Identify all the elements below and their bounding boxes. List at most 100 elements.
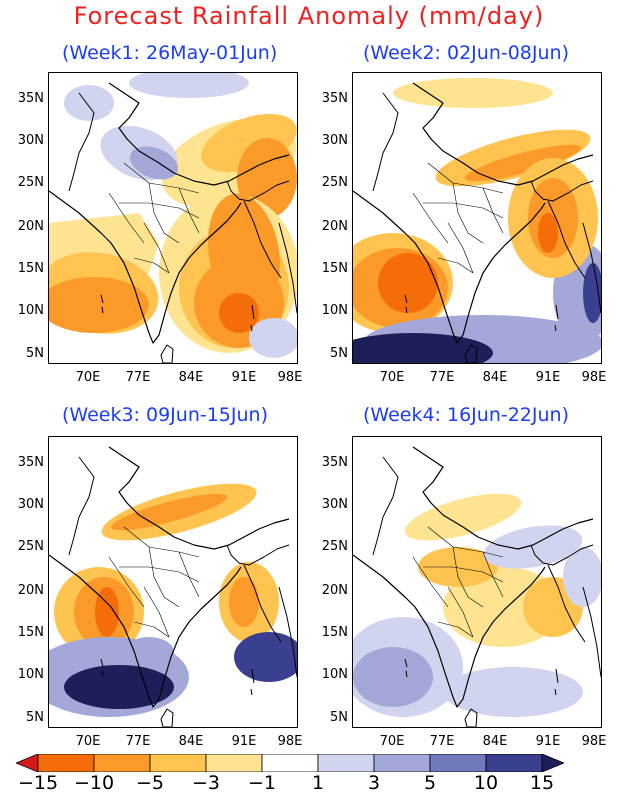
anomaly-region <box>538 213 558 253</box>
lon-label: 91E <box>535 370 561 385</box>
lat-label: 30N <box>17 133 44 148</box>
colorbar-label: −10 <box>74 772 115 794</box>
colorbar-label: −1 <box>247 772 276 794</box>
anomaly-region <box>353 333 493 363</box>
sri-lanka-outline <box>464 344 478 363</box>
lon-label: 70E <box>75 734 101 749</box>
colorbar-segment <box>485 754 543 772</box>
state-boundary <box>133 621 170 638</box>
colorbar-label: −15 <box>18 772 59 794</box>
colorbar-label: 5 <box>423 772 437 794</box>
map-svg <box>49 437 297 727</box>
lat-label: 25N <box>321 539 348 554</box>
lat-label: 5N <box>330 710 348 725</box>
panel-title-week1: (Week1: 26May-01Jun) <box>62 42 278 64</box>
state-boundary <box>437 621 474 638</box>
coastline <box>49 190 242 344</box>
anomaly-region <box>378 253 438 313</box>
colorbar-label: 1 <box>311 772 325 794</box>
lon-label: 77E <box>429 370 455 385</box>
map-svg <box>353 73 601 363</box>
border-line <box>412 446 594 550</box>
lat-label: 20N <box>321 219 348 234</box>
lat-label: 25N <box>17 175 44 190</box>
lat-label: 10N <box>17 303 44 318</box>
colorbar-segment <box>429 754 487 772</box>
map-panel-week1 <box>48 72 298 364</box>
border-line <box>68 456 95 556</box>
island-outline <box>554 668 559 696</box>
state-boundary <box>123 526 200 558</box>
anomaly-region <box>404 493 522 541</box>
state-boundary <box>143 222 170 274</box>
anomaly-region <box>124 637 174 667</box>
anomaly-region <box>219 293 259 333</box>
state-boundary <box>482 187 504 234</box>
lat-label: 25N <box>321 175 348 190</box>
border-line <box>226 544 290 643</box>
colorbar-segment <box>541 754 564 772</box>
lat-label: 5N <box>330 346 348 361</box>
anomaly-region <box>64 85 114 121</box>
lon-label: 84E <box>482 370 508 385</box>
colorbar-segment <box>317 754 375 772</box>
colorbar-label: 3 <box>367 772 381 794</box>
lat-label: 10N <box>321 667 348 682</box>
anomaly-region <box>64 665 174 709</box>
border-line <box>108 446 290 550</box>
island-outline <box>404 658 408 678</box>
colorbar-label: 10 <box>473 772 499 794</box>
state-boundary <box>133 257 170 274</box>
colorbar-label: −5 <box>135 772 164 794</box>
coastline <box>49 554 242 708</box>
border-line <box>108 82 290 186</box>
border-line <box>226 180 290 279</box>
lon-label: 84E <box>178 734 204 749</box>
anomaly-region <box>110 493 228 531</box>
anomaly-region <box>464 144 582 182</box>
border-line <box>278 222 297 314</box>
border-line <box>372 456 399 556</box>
lat-label: 15N <box>17 261 44 276</box>
anomaly-region <box>443 667 583 717</box>
lon-label: 77E <box>429 734 455 749</box>
colorbar-segment <box>149 754 207 772</box>
anomaly-region <box>207 193 281 313</box>
lat-label: 10N <box>321 303 348 318</box>
state-boundary <box>148 546 180 608</box>
anomaly-region <box>483 525 583 569</box>
anomaly-region <box>95 587 119 637</box>
lat-label: 15N <box>321 261 348 276</box>
lon-label: 98E <box>581 370 607 385</box>
state-boundary <box>447 222 474 274</box>
colorbar-label: −3 <box>191 772 220 794</box>
lat-label: 15N <box>321 625 348 640</box>
anomaly-region <box>49 277 149 333</box>
map-panel-week3 <box>48 436 298 728</box>
island-outline <box>100 294 104 314</box>
anomaly-region <box>563 547 601 607</box>
lon-label: 84E <box>178 370 204 385</box>
anomaly-region <box>393 78 553 108</box>
state-boundary <box>447 586 474 638</box>
border-line <box>412 82 594 186</box>
sri-lanka-outline <box>464 708 478 727</box>
colorbar-segment <box>261 754 319 772</box>
border-line <box>582 586 601 678</box>
lat-label: 30N <box>321 133 348 148</box>
lat-label: 35N <box>17 455 44 470</box>
lon-label: 77E <box>125 370 151 385</box>
state-boundary <box>108 556 145 608</box>
lat-label: 25N <box>17 539 44 554</box>
lat-label: 35N <box>321 455 348 470</box>
anomaly-region <box>353 647 433 707</box>
anomaly-region <box>129 146 179 180</box>
colorbar-segment <box>93 754 151 772</box>
anomaly-region <box>229 577 259 627</box>
colorbar-segment <box>37 754 95 772</box>
lat-label: 30N <box>321 497 348 512</box>
lat-label: 30N <box>17 497 44 512</box>
colorbar-segment <box>205 754 263 772</box>
panel-title-week4: (Week4: 16Jun-22Jun) <box>363 404 569 426</box>
anomaly-region <box>418 547 498 587</box>
